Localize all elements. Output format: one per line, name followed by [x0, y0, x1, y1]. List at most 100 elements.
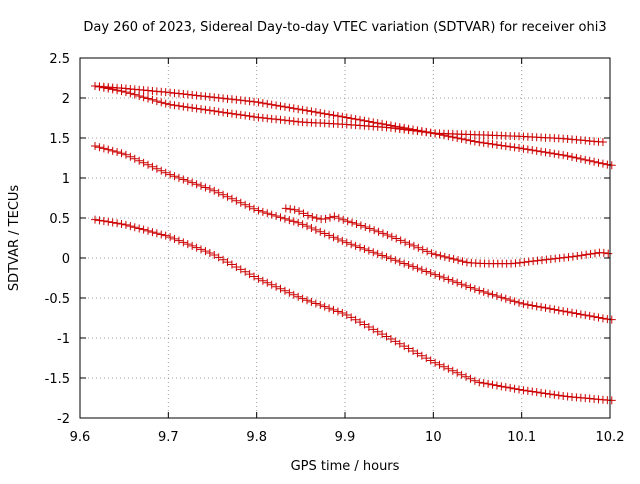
data-point — [205, 185, 214, 194]
data-point — [511, 259, 520, 268]
x-tick-labels: 9.6 9.7 9.8 9.9 10 10.1 10.2 — [70, 430, 625, 445]
data-point — [405, 240, 414, 249]
data-point — [529, 257, 538, 266]
data-point — [506, 296, 515, 305]
data-point — [395, 257, 404, 266]
data-point — [174, 173, 183, 182]
data-point — [449, 255, 458, 264]
data-point — [316, 301, 325, 310]
data-point — [572, 309, 581, 318]
data-point — [320, 109, 329, 118]
data-point — [510, 297, 519, 306]
data-point — [598, 159, 607, 168]
data-point — [387, 232, 396, 241]
data-point — [135, 224, 144, 233]
data-point — [423, 247, 432, 256]
data-point — [391, 124, 400, 133]
data-point — [422, 267, 431, 276]
data-point — [311, 108, 320, 117]
data-point — [113, 148, 122, 157]
data-point — [236, 265, 245, 274]
data-point — [152, 164, 161, 173]
data-point — [303, 222, 312, 231]
data-point — [386, 334, 395, 343]
data-point — [559, 392, 568, 401]
data-point — [488, 290, 497, 299]
data-point — [276, 213, 285, 222]
data-point — [303, 106, 312, 115]
data-point — [219, 190, 228, 199]
data-point — [422, 354, 431, 363]
data-point — [360, 320, 369, 329]
data-point — [299, 209, 308, 218]
x-tick-label: 9.9 — [335, 430, 356, 445]
data-point — [227, 260, 236, 269]
data-point — [568, 152, 577, 161]
data-point — [431, 129, 440, 138]
data-point — [254, 98, 263, 107]
data-point — [426, 269, 435, 278]
data-point — [157, 166, 166, 175]
data-point — [334, 214, 343, 223]
data-point — [422, 128, 431, 137]
data-point — [462, 258, 471, 267]
y-tick-label: -2 — [57, 412, 70, 427]
data-point — [348, 218, 357, 227]
data-point — [374, 227, 383, 236]
data-point — [453, 368, 462, 377]
data-point — [179, 238, 188, 247]
data-point — [290, 205, 299, 214]
data-point — [113, 219, 122, 228]
data-point — [303, 296, 312, 305]
data-point — [515, 385, 524, 394]
data-point — [453, 278, 462, 287]
data-point — [333, 111, 342, 120]
data-point — [528, 387, 537, 396]
data-point — [554, 391, 563, 400]
data-point — [289, 217, 298, 226]
data-point — [444, 364, 453, 373]
data-point — [166, 170, 175, 179]
data-point — [581, 155, 590, 164]
data-point — [352, 220, 361, 229]
data-point — [272, 211, 281, 220]
data-point — [325, 110, 334, 119]
data-point — [325, 304, 334, 313]
data-point — [232, 262, 241, 271]
series-track-5 — [91, 215, 616, 405]
data-point — [382, 253, 391, 262]
data-point — [559, 151, 568, 160]
data-point — [91, 142, 100, 150]
data-point — [144, 226, 153, 235]
data-point — [307, 107, 316, 116]
data-point — [492, 291, 501, 300]
data-point — [126, 89, 135, 98]
data-point — [117, 87, 126, 96]
data-point — [577, 251, 586, 260]
data-point — [126, 222, 135, 231]
data-point — [250, 272, 259, 281]
data-point — [232, 196, 241, 205]
data-point — [506, 142, 515, 151]
data-point — [413, 349, 422, 358]
data-point — [501, 383, 510, 392]
data-point — [104, 84, 113, 93]
data-point — [95, 143, 104, 152]
data-point — [201, 183, 210, 192]
data-point — [139, 225, 148, 234]
data-point — [356, 318, 365, 327]
data-point — [436, 251, 445, 260]
data-point — [342, 310, 351, 319]
data-point — [329, 111, 338, 120]
data-point — [95, 216, 104, 225]
data-point — [448, 277, 457, 286]
data-point — [329, 233, 338, 242]
data-point — [497, 382, 506, 391]
data-point — [179, 102, 188, 111]
data-point — [395, 339, 404, 348]
data-point — [325, 213, 334, 222]
data-point — [604, 249, 613, 258]
data-point — [95, 82, 104, 91]
data-point — [258, 99, 267, 108]
data-point — [267, 100, 276, 109]
